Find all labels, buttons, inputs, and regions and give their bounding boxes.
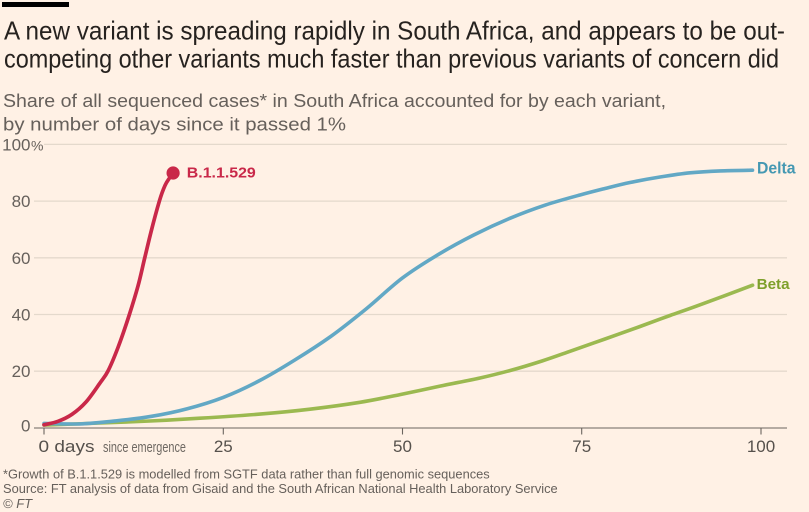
svg-text:B.1.1.529: B.1.1.529 [187, 166, 256, 182]
svg-text:75: 75 [572, 437, 591, 456]
svg-text:100: 100 [2, 135, 30, 154]
svg-text:Source: FT analysis of data fr: Source: FT analysis of data from Gisaid … [3, 481, 558, 496]
svg-text:60: 60 [12, 249, 31, 268]
svg-text:competing other variants much: competing other variants much faster tha… [4, 43, 779, 73]
svg-text:A new variant is spreading rap: A new variant is spreading rapidly in So… [4, 15, 785, 45]
svg-text:80: 80 [12, 192, 31, 211]
svg-text:since emergence: since emergence [103, 439, 186, 456]
svg-text:40: 40 [12, 306, 31, 325]
svg-text:*Growth of B.1.1.529 is modell: *Growth of B.1.1.529 is modelled from SG… [3, 466, 490, 481]
svg-text:%: % [31, 137, 43, 153]
svg-text:Beta: Beta [757, 276, 791, 293]
svg-text:Delta: Delta [757, 159, 796, 177]
svg-text:50: 50 [393, 437, 412, 456]
svg-text:© FT: © FT [3, 496, 33, 511]
svg-text:20: 20 [12, 362, 31, 381]
svg-text:100: 100 [747, 437, 775, 456]
svg-text:0 days: 0 days [39, 437, 95, 456]
svg-text:0: 0 [21, 417, 30, 436]
svg-text:25: 25 [214, 437, 233, 456]
svg-text:Share of all sequenced cases*: Share of all sequenced cases* in South A… [3, 91, 666, 111]
svg-text:by number of days since it pas: by number of days since it passed 1% [3, 115, 346, 135]
